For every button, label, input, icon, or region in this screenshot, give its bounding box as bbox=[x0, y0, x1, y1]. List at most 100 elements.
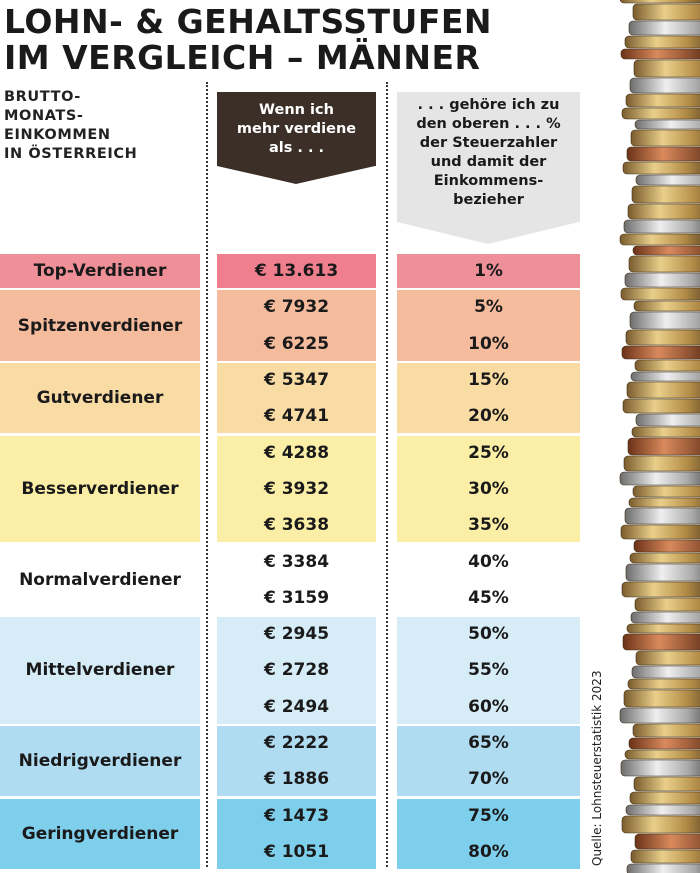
amount-cell: € 1051 bbox=[263, 841, 330, 862]
coin bbox=[634, 833, 700, 850]
coin bbox=[635, 650, 700, 666]
column-header-percent-line-3: der Steuerzahler bbox=[419, 135, 558, 151]
group-label: Besserverdiener bbox=[0, 435, 200, 543]
coin bbox=[620, 48, 700, 60]
subtitle-line-3: EINKOMMEN bbox=[4, 127, 111, 143]
coin bbox=[633, 776, 700, 792]
coin bbox=[630, 611, 700, 624]
percent-group-bg bbox=[397, 362, 580, 434]
coin bbox=[630, 129, 700, 147]
amount-cell: € 3384 bbox=[263, 551, 330, 572]
coin bbox=[621, 815, 700, 834]
coin bbox=[632, 3, 700, 21]
percent-cell: 35% bbox=[468, 515, 509, 536]
title-line-2: IM VERGLEICH – MÄNNER bbox=[4, 38, 481, 77]
coin bbox=[623, 219, 700, 234]
column-header-percent-arrow bbox=[397, 222, 579, 244]
coin bbox=[629, 791, 700, 805]
column-header-amount-arrow bbox=[217, 166, 375, 184]
divider-right bbox=[386, 82, 388, 867]
subtitle-line-2: MONATS- bbox=[4, 108, 84, 124]
percent-cell: 80% bbox=[468, 841, 509, 862]
percent-cell: 75% bbox=[468, 805, 509, 826]
column-header-percent: . . . gehöre ich zu den oberen . . . % d… bbox=[397, 92, 580, 222]
percent-cell: 40% bbox=[468, 551, 509, 572]
row-header-label: BRUTTO- MONATS- EINKOMMEN IN ÖSTERREICH bbox=[4, 88, 137, 164]
column-header-percent-line-1: . . . gehöre ich zu bbox=[417, 97, 560, 113]
amount-group-bg bbox=[217, 798, 376, 870]
percent-cell: 15% bbox=[468, 370, 509, 391]
coin bbox=[634, 119, 700, 130]
amount-cell: € 4741 bbox=[263, 406, 330, 427]
amount-group-bg bbox=[217, 362, 376, 434]
percent-group-bg bbox=[397, 290, 580, 361]
chart-title: LOHN- & GEHALTSSTUFEN IM VERGLEICH – MÄN… bbox=[4, 4, 492, 76]
percent-group-bg bbox=[397, 617, 580, 724]
coin bbox=[626, 146, 700, 162]
source-note: Quelle: Lohnsteuerstatistik 2023 bbox=[590, 670, 604, 866]
column-header-percent-line-2: den oberen . . . % bbox=[416, 116, 561, 132]
amount-cell: € 7932 bbox=[263, 297, 330, 318]
coin bbox=[629, 311, 700, 330]
column-header-percent-line-6: bezieher bbox=[453, 192, 524, 208]
percent-cell: 55% bbox=[468, 660, 509, 681]
coin bbox=[633, 59, 700, 78]
percent-cell: 50% bbox=[468, 624, 509, 645]
coin bbox=[630, 849, 700, 864]
percent-cell: 45% bbox=[468, 587, 509, 608]
coin bbox=[625, 329, 700, 346]
coin bbox=[632, 723, 700, 738]
amount-group-bg bbox=[217, 617, 376, 724]
coin bbox=[623, 455, 700, 472]
coin bbox=[621, 345, 700, 360]
coin bbox=[635, 174, 700, 186]
percent-cell: 25% bbox=[468, 442, 509, 463]
amount-cell: € 3932 bbox=[263, 478, 330, 499]
percent-cell: 60% bbox=[468, 696, 509, 717]
coin bbox=[620, 759, 700, 777]
amount-cell: € 2945 bbox=[263, 624, 330, 645]
percent-cell: 70% bbox=[468, 769, 509, 790]
coin bbox=[629, 552, 700, 564]
subtitle-line-4: IN ÖSTERREICH bbox=[4, 146, 138, 162]
group-label: Normalverdiener bbox=[0, 544, 200, 615]
coin-stack-image bbox=[619, 0, 700, 873]
column-header-amount-line-1: Wenn ich bbox=[259, 101, 334, 118]
coin bbox=[621, 107, 700, 120]
coin bbox=[622, 633, 700, 651]
coin bbox=[619, 707, 700, 724]
column-header-amount-line-2: mehr verdiene bbox=[236, 120, 357, 137]
divider-left bbox=[206, 82, 208, 867]
coin bbox=[630, 371, 700, 382]
amount-cell: € 3159 bbox=[263, 587, 330, 608]
coin bbox=[624, 272, 700, 288]
percent-cell: 10% bbox=[468, 333, 509, 354]
group-label: Gutverdiener bbox=[0, 362, 200, 434]
amount-cell: € 1473 bbox=[263, 805, 330, 826]
coin bbox=[628, 255, 700, 273]
percent-group-bg bbox=[397, 725, 580, 797]
amount-group-bg bbox=[217, 254, 376, 289]
coin bbox=[624, 507, 700, 525]
amount-group-bg bbox=[217, 544, 376, 615]
group-label: Niedrigverdiener bbox=[0, 725, 200, 797]
coin bbox=[620, 524, 700, 540]
percent-group-bg bbox=[397, 544, 580, 615]
amount-cell: € 6225 bbox=[263, 333, 330, 354]
coin bbox=[624, 35, 700, 49]
coin bbox=[623, 689, 700, 708]
coin bbox=[622, 398, 700, 414]
coin bbox=[626, 863, 700, 873]
coin bbox=[619, 471, 700, 486]
coin bbox=[633, 539, 700, 553]
subtitle-line-1: BRUTTO- bbox=[4, 89, 81, 105]
coin bbox=[624, 749, 700, 760]
amount-cell: € 5347 bbox=[263, 370, 330, 391]
coin bbox=[634, 359, 700, 372]
amount-cell: € 3638 bbox=[263, 515, 330, 536]
percent-group-bg bbox=[397, 435, 580, 543]
coin bbox=[627, 437, 700, 456]
coin bbox=[625, 93, 700, 108]
coin bbox=[621, 581, 700, 598]
coin bbox=[635, 413, 700, 427]
